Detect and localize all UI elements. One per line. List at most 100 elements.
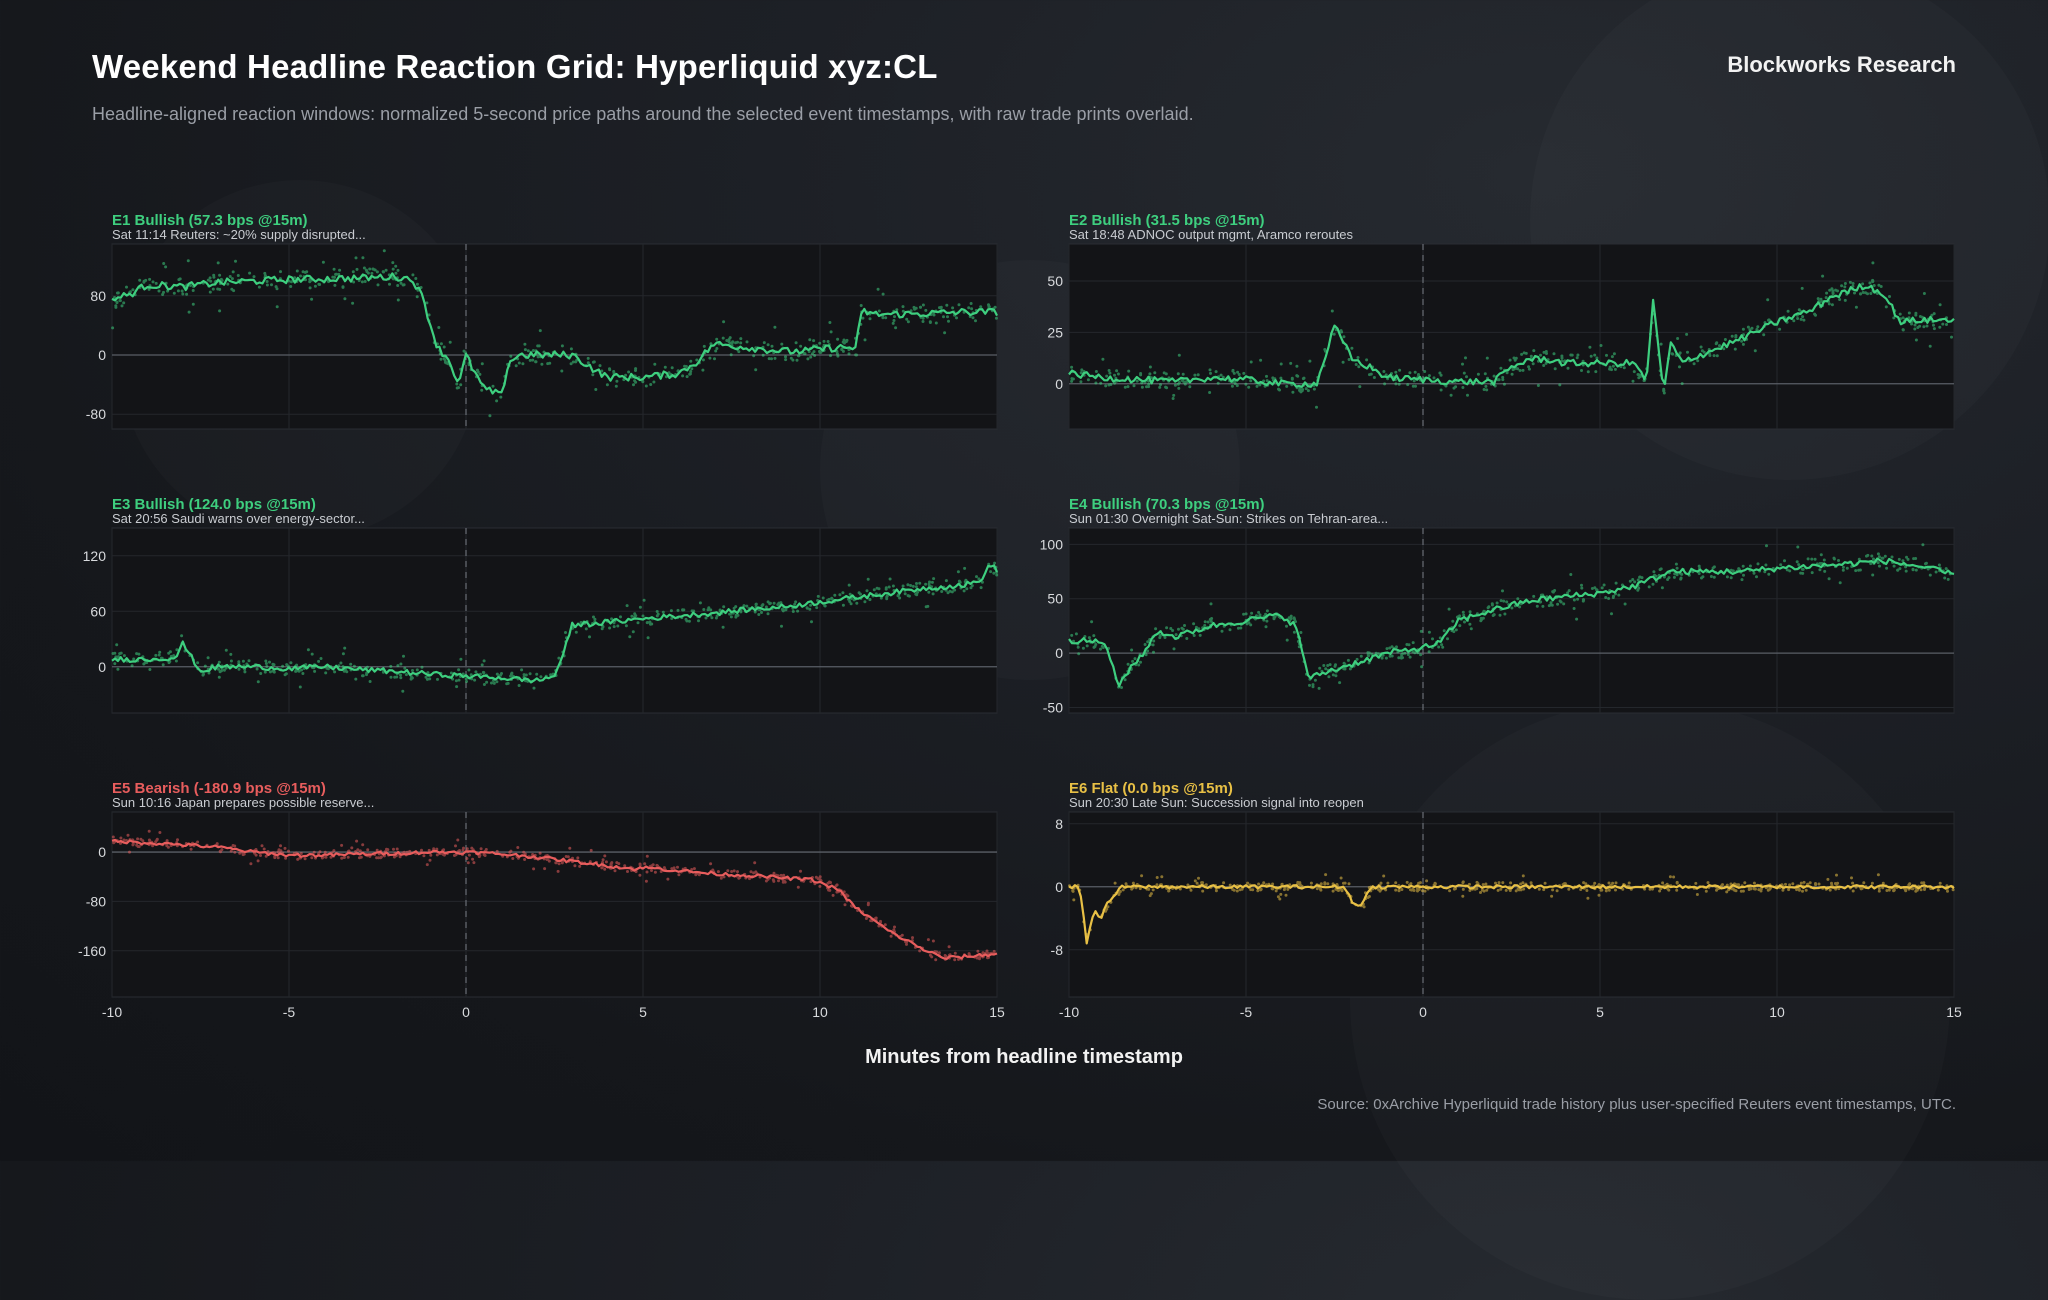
trade-print — [1194, 625, 1198, 629]
trade-print — [1479, 891, 1482, 894]
trade-print — [1505, 371, 1509, 375]
trade-print — [1766, 298, 1770, 302]
trade-print — [135, 652, 139, 656]
trade-print — [395, 675, 399, 679]
trade-print — [1819, 297, 1823, 301]
trade-print — [721, 625, 725, 629]
trade-print — [715, 347, 719, 350]
trade-print — [138, 278, 142, 282]
trade-print — [866, 901, 870, 905]
trade-print — [1610, 612, 1613, 616]
trade-print — [1572, 598, 1576, 602]
trade-print — [745, 604, 749, 608]
trade-print — [1545, 595, 1549, 599]
trade-print — [142, 662, 146, 666]
trade-print — [1148, 372, 1152, 376]
trade-print — [809, 603, 813, 607]
trade-print — [1149, 892, 1153, 896]
trade-print — [881, 316, 885, 320]
trade-print — [610, 617, 614, 621]
x-tick-label: -10 — [102, 1004, 122, 1020]
trade-print — [636, 621, 640, 625]
trade-print — [1245, 622, 1249, 626]
trade-print — [1155, 876, 1159, 879]
trade-print — [1284, 893, 1288, 897]
trade-print — [495, 849, 499, 853]
trade-print — [1441, 645, 1445, 649]
trade-print — [403, 666, 407, 670]
trade-print — [325, 666, 329, 670]
trade-print — [457, 386, 460, 390]
trade-print — [1597, 893, 1601, 897]
trade-print — [461, 672, 465, 676]
trade-print — [781, 608, 785, 611]
trade-print — [408, 849, 412, 853]
trade-print — [796, 885, 800, 889]
trade-print — [1763, 570, 1767, 574]
trade-print — [1800, 567, 1804, 571]
trade-print — [1752, 881, 1756, 885]
trade-print — [427, 313, 431, 317]
trade-print — [969, 586, 973, 590]
trade-print — [1494, 881, 1497, 885]
trade-print — [1567, 887, 1571, 891]
trade-print — [1859, 292, 1862, 296]
trade-print — [946, 591, 950, 595]
trade-print — [838, 593, 842, 597]
trade-print — [399, 676, 403, 680]
trade-print — [208, 276, 212, 280]
trade-print — [1941, 322, 1945, 326]
trade-print — [1421, 889, 1424, 893]
trade-print — [848, 600, 852, 603]
trade-print — [1403, 651, 1407, 655]
chart-grid: E1 Bullish (57.3 bps @15m)Sat 11:14 Reut… — [78, 212, 1962, 1020]
trade-print — [739, 337, 743, 341]
trade-print — [1739, 889, 1743, 893]
trade-print — [1904, 569, 1908, 573]
trade-print — [627, 370, 631, 374]
trade-print — [834, 884, 838, 888]
trade-print — [879, 596, 883, 600]
trade-print — [630, 614, 634, 618]
trade-print — [420, 665, 424, 669]
trade-print — [398, 855, 402, 859]
trade-print — [1702, 350, 1706, 354]
trade-print — [672, 866, 676, 870]
trade-print — [634, 614, 638, 618]
trade-print — [1673, 572, 1677, 576]
trade-print — [1733, 347, 1737, 351]
trade-print — [1411, 384, 1415, 388]
trade-print — [506, 681, 510, 685]
trade-print — [1319, 882, 1323, 886]
trade-print — [158, 831, 162, 834]
trade-print — [1581, 599, 1585, 603]
x-axis-label: Minutes from headline timestamp — [865, 1046, 1183, 1068]
trade-print — [136, 837, 140, 841]
trade-print — [1788, 569, 1792, 573]
trade-print — [1887, 888, 1891, 892]
trade-print — [1439, 373, 1443, 377]
trade-print — [976, 949, 980, 953]
trade-print — [1675, 573, 1679, 577]
trade-print — [770, 344, 774, 348]
trade-print — [1317, 686, 1321, 690]
trade-print — [229, 652, 233, 656]
trade-print — [392, 847, 395, 851]
trade-print — [1800, 286, 1804, 290]
trade-print — [737, 350, 741, 354]
trade-print — [1423, 889, 1427, 893]
trade-print — [1413, 370, 1417, 374]
trade-print — [569, 362, 573, 366]
trade-print — [681, 374, 685, 378]
trade-print — [1285, 624, 1288, 628]
trade-print — [1881, 881, 1885, 885]
trade-print — [1817, 882, 1821, 886]
trade-print — [308, 280, 312, 284]
trade-print — [1442, 629, 1446, 633]
trade-print — [435, 847, 439, 851]
trade-print — [642, 598, 646, 602]
trade-print — [340, 843, 344, 847]
trade-print — [358, 849, 362, 853]
trade-print — [1648, 887, 1652, 891]
trade-print — [589, 848, 593, 852]
